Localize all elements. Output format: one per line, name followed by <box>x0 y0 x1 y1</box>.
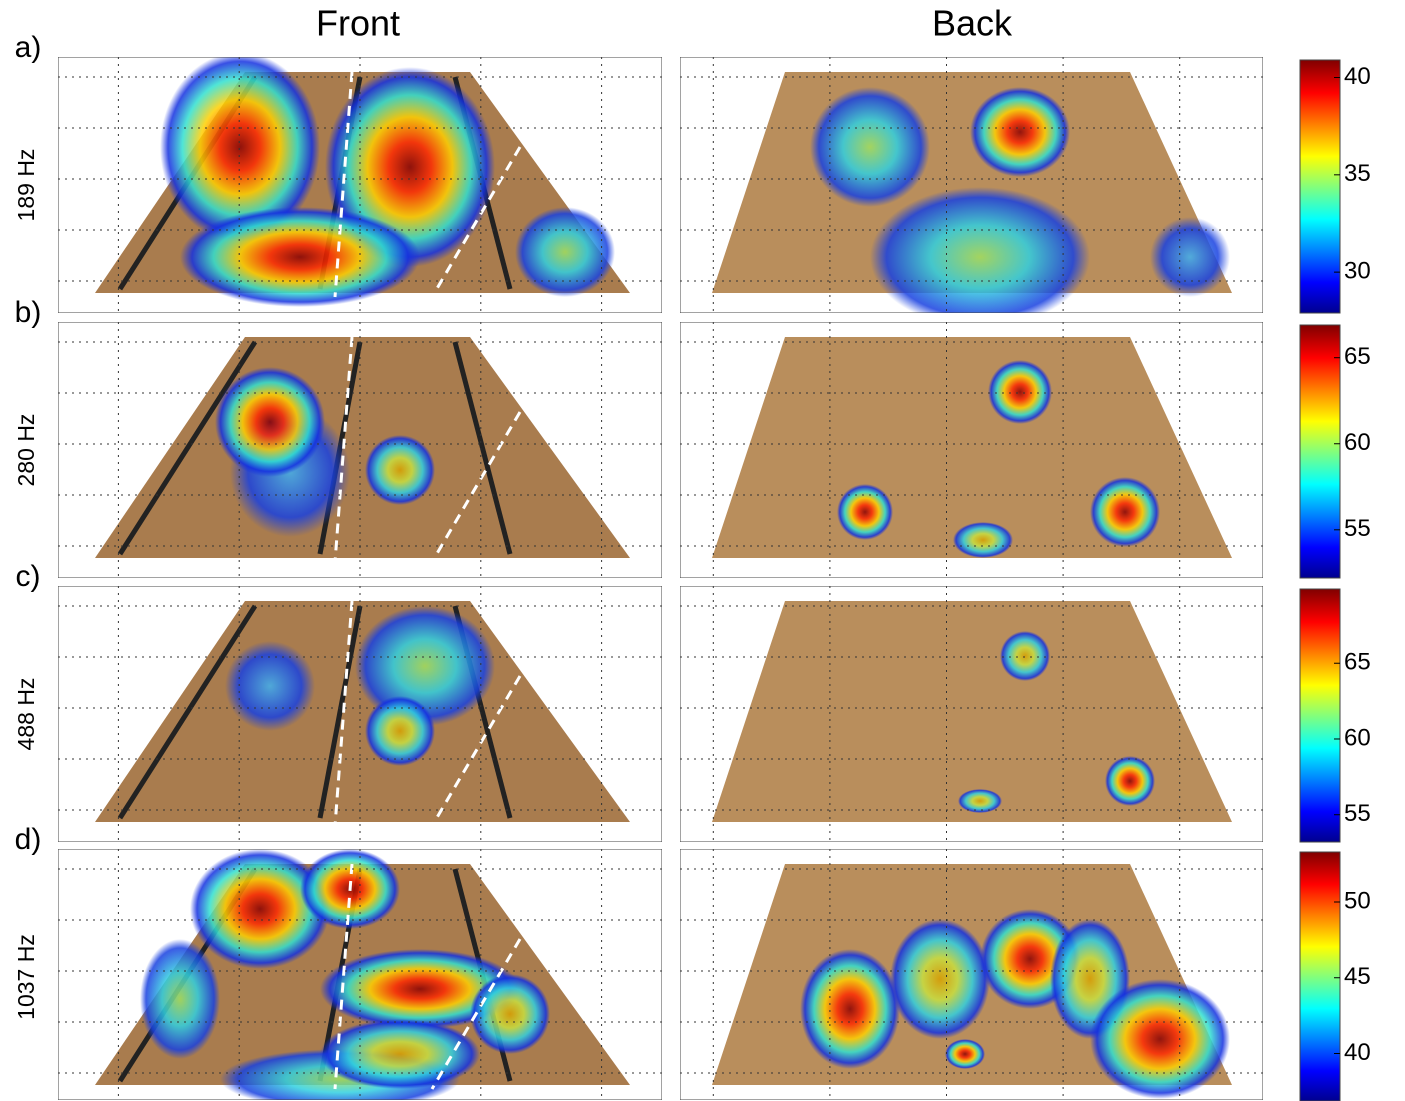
heat-blob <box>870 187 1090 313</box>
colorbar <box>1299 324 1341 579</box>
heat-blob <box>180 207 420 307</box>
heat-blob <box>810 87 930 207</box>
heat-blob <box>470 974 550 1054</box>
panel <box>58 849 662 1100</box>
dashed-line <box>333 71 354 298</box>
heat-blob <box>1090 477 1160 547</box>
panel <box>58 322 662 578</box>
bridge <box>317 605 363 819</box>
heat-blob <box>160 57 320 242</box>
dashed-line <box>430 411 522 563</box>
row-letter: c) <box>16 560 41 593</box>
heat-blob <box>1000 631 1050 681</box>
colorbar-tick-label: 40 <box>1344 63 1371 90</box>
row-frequency: 1037 Hz <box>13 934 39 1020</box>
colorbar-tick-label: 55 <box>1344 800 1371 827</box>
colorbar-tick-label: 40 <box>1344 1039 1371 1066</box>
panel <box>58 586 662 842</box>
heat-blob <box>800 949 900 1069</box>
heat-blob <box>945 1039 985 1069</box>
heat-blob <box>215 367 325 477</box>
heat-blob <box>355 606 495 726</box>
column-title: Front <box>316 3 400 44</box>
heat-blob <box>320 1019 480 1089</box>
heat-blob <box>890 919 990 1039</box>
row-letter: a) <box>15 31 42 64</box>
dashed-line <box>430 146 522 298</box>
heat-blob <box>320 949 520 1029</box>
panel <box>680 57 1263 313</box>
heat-blob <box>515 207 615 297</box>
heat-blob <box>365 435 435 505</box>
colorbar-tick-label: 65 <box>1344 649 1371 676</box>
heat-blob <box>837 484 893 540</box>
heat-blob <box>225 641 315 731</box>
board <box>712 601 1232 822</box>
colorbar <box>1299 588 1341 843</box>
colorbar-tick-label: 60 <box>1344 724 1371 751</box>
panel <box>680 322 1263 578</box>
dashed-line <box>333 600 354 827</box>
colorbar-tick-label: 65 <box>1344 343 1371 370</box>
panel <box>680 849 1263 1100</box>
bridge <box>117 340 258 556</box>
dashed-line <box>333 336 354 563</box>
colorbar-tick-label: 30 <box>1344 257 1371 284</box>
colorbar-tick-label: 50 <box>1344 887 1371 914</box>
heat-blob <box>365 696 435 766</box>
dashed-line <box>333 863 354 1090</box>
row-frequency: 280 Hz <box>13 414 39 487</box>
heat-blob <box>140 939 220 1059</box>
heat-blob <box>1105 756 1155 806</box>
panel <box>58 57 662 313</box>
row-letter: d) <box>15 823 42 856</box>
bridge <box>452 341 513 555</box>
row-frequency: 189 Hz <box>13 149 39 222</box>
heat-blob <box>958 789 1002 813</box>
colorbar-tick-label: 55 <box>1344 515 1371 542</box>
row-letter: b) <box>15 296 42 329</box>
heat-blob <box>953 522 1013 558</box>
colorbar-tick-label: 35 <box>1344 160 1371 187</box>
colorbar <box>1299 59 1341 314</box>
heat-blob <box>970 87 1070 177</box>
heat-blob <box>988 360 1052 424</box>
heat-blob <box>190 849 330 969</box>
colorbar-tick-label: 60 <box>1344 429 1371 456</box>
panel <box>680 586 1263 842</box>
bridge <box>117 604 258 820</box>
column-title: Back <box>932 3 1013 44</box>
colorbar-tick-label: 45 <box>1344 963 1371 990</box>
dashed-line <box>430 938 522 1090</box>
heat-blob <box>1090 979 1230 1099</box>
row-frequency: 488 Hz <box>13 678 39 751</box>
heat-blob <box>1150 217 1230 297</box>
colorbar <box>1299 851 1341 1101</box>
dashed-line <box>430 675 522 827</box>
